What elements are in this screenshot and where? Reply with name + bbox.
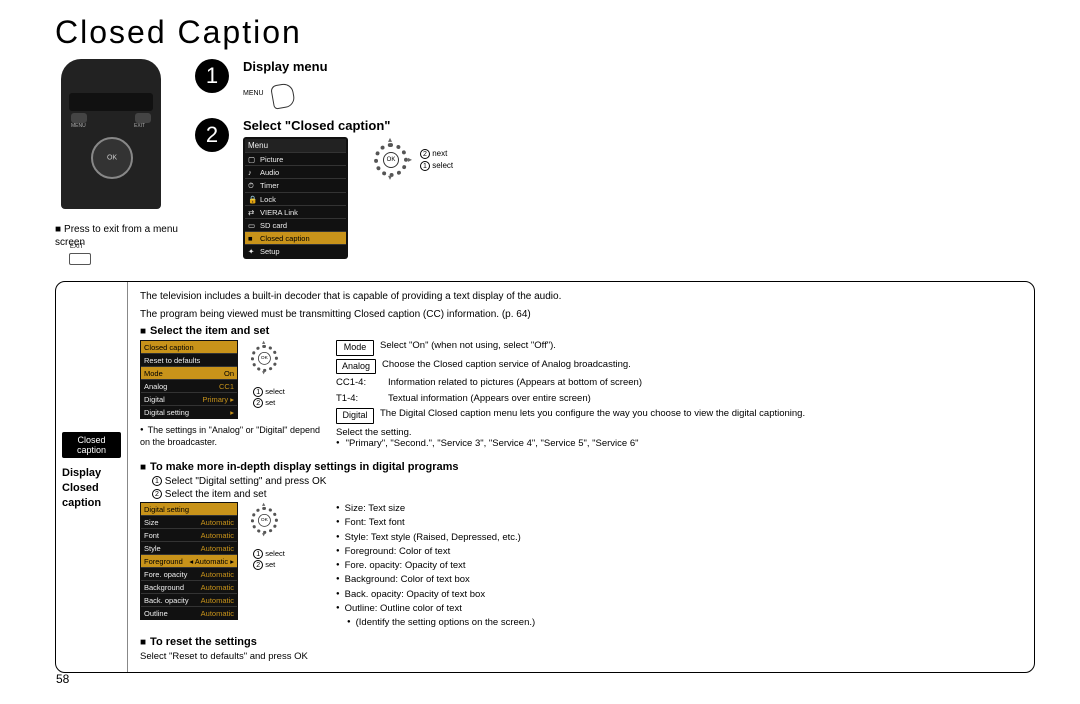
- remote-ok-ring: [91, 137, 133, 179]
- main-menu-item: ✦Setup: [245, 244, 346, 257]
- step-number-1: 1: [195, 59, 229, 93]
- ds-osd-title: Digital setting: [141, 503, 237, 515]
- box-left-title: Display Closed caption: [62, 466, 121, 511]
- bullet-item: Back. opacity: Opacity of text box: [336, 588, 1022, 602]
- exit-note: ■Press to exit from a menu screen EXIT: [55, 223, 185, 265]
- main-menu-osd-title: Menu: [245, 139, 346, 152]
- step-2-title: Select "Closed caption": [243, 118, 1035, 133]
- ok-control-icon: OK ▸ ▴ ▾: [368, 137, 414, 183]
- hand-icon: [270, 78, 298, 108]
- bullet-item: Size: Text size: [336, 502, 1022, 516]
- digital-setting-bullets: Size: Text sizeFont: Text fontStyle: Tex…: [336, 502, 1022, 630]
- intro-line-2: The program being viewed must be transmi…: [140, 308, 1022, 322]
- mode-chip: Mode: [336, 340, 374, 356]
- cc-osd-row: AnalogCC1: [141, 379, 237, 392]
- ds-osd-row: FontAutomatic: [141, 528, 237, 541]
- page-number: 58: [56, 672, 69, 686]
- bullet-item: Foreground: Color of text: [336, 545, 1022, 559]
- main-menu-osd: Menu ▢Picture♪Audio⏱Timer🔒Lock⇄VIERA Lin…: [243, 137, 348, 259]
- ds-osd-row: Foreground◂ Automatic ▸: [141, 554, 237, 567]
- step-1-title: Display menu: [243, 59, 1035, 74]
- step-2: 2 Select "Closed caption" Menu ▢Picture♪…: [195, 118, 1035, 259]
- step-1: 1 Display menu MENU: [195, 59, 1035, 108]
- menu-label: MENU: [243, 90, 264, 97]
- box-left-column: Closed caption Display Closed caption: [56, 282, 128, 672]
- option-explanations: Mode Select "On" (when not using, select…: [336, 340, 1022, 453]
- digital-setting-osd: Digital setting SizeAutomaticFontAutomat…: [140, 502, 238, 620]
- cc-osd-row: DigitalPrimary ▸: [141, 392, 237, 405]
- remote-menu-label: MENU: [71, 123, 86, 129]
- head-reset: To reset the settings: [140, 636, 1022, 648]
- bullet-item: (Identify the setting options on the scr…: [347, 616, 1022, 630]
- head-select-item: Select the item and set: [140, 325, 1022, 337]
- step-number-2: 2: [195, 118, 229, 152]
- bullet-item: Font: Text font: [336, 516, 1022, 530]
- ds-osd-row: Back. opacityAutomatic: [141, 593, 237, 606]
- ds-osd-row: BackgroundAutomatic: [141, 580, 237, 593]
- main-menu-item: ⇄VIERA Link: [245, 205, 346, 218]
- ok-control-small-1: OK ▴ ▾: [246, 340, 283, 377]
- analog-digital-note: The settings in "Analog" or "Digital" de…: [140, 425, 320, 448]
- steps-column: 1 Display menu MENU 2 Select "Closed cap…: [195, 59, 1035, 269]
- ds-osd-row: OutlineAutomatic: [141, 606, 237, 619]
- ok-labels: 2 next 1 select: [420, 148, 453, 172]
- digital-chip: Digital: [336, 408, 374, 424]
- sub-step-2: Select the item and set: [165, 489, 267, 500]
- cc-osd: Closed caption Reset to defaultsModeOnAn…: [140, 340, 238, 419]
- cc-osd-title: Closed caption: [141, 341, 237, 353]
- sub-step-1: Select "Digital setting" and press OK: [165, 476, 327, 487]
- cc-osd-row: ModeOn: [141, 366, 237, 379]
- main-menu-item: ▭SD card: [245, 218, 346, 231]
- upper-section: MENU EXIT ■Press to exit from a menu scr…: [55, 59, 1035, 269]
- bullet-item: Fore. opacity: Opacity of text: [336, 559, 1022, 573]
- main-menu-item: ■Closed caption: [245, 231, 346, 244]
- main-menu-item: ▢Picture: [245, 152, 346, 165]
- remote-exit-label: EXIT: [134, 123, 145, 129]
- main-menu-item: 🔒Lock: [245, 192, 346, 205]
- remote-column: MENU EXIT ■Press to exit from a menu scr…: [55, 59, 185, 269]
- ds-osd-row: SizeAutomatic: [141, 515, 237, 528]
- remote-control-image: MENU EXIT: [61, 59, 161, 209]
- analog-chip: Analog: [336, 359, 376, 375]
- head-depth: To make more in-depth display settings i…: [140, 461, 1022, 473]
- main-menu-item: ♪Audio: [245, 165, 346, 178]
- main-content-box: Closed caption Display Closed caption Th…: [55, 281, 1035, 673]
- reset-text: Select "Reset to defaults" and press OK: [140, 651, 1022, 662]
- ds-osd-row: StyleAutomatic: [141, 541, 237, 554]
- bullet-item: Outline: Outline color of text: [336, 602, 1022, 616]
- page-title: Closed Caption: [55, 14, 1035, 51]
- bullet-item: Style: Text style (Raised, Depressed, et…: [336, 531, 1022, 545]
- ds-osd-row: Fore. opacityAutomatic: [141, 567, 237, 580]
- cc-osd-row: Digital setting▸: [141, 405, 237, 418]
- closed-caption-chip: Closed caption: [62, 432, 121, 458]
- intro-line-1: The television includes a built-in decod…: [140, 290, 1022, 304]
- select-setting-text: Select the setting.: [336, 427, 1022, 438]
- ok-control-small-2: OK ▴ ▾: [246, 502, 283, 539]
- main-menu-item: ⏱Timer: [245, 178, 346, 192]
- primary-list: "Primary", "Second.", "Service 3", "Serv…: [346, 438, 639, 450]
- box-right-content: The television includes a built-in decod…: [128, 282, 1034, 672]
- bullet-item: Background: Color of text box: [336, 573, 1022, 587]
- cc-osd-row: Reset to defaults: [141, 353, 237, 366]
- exit-button-graphic: EXIT: [69, 253, 91, 265]
